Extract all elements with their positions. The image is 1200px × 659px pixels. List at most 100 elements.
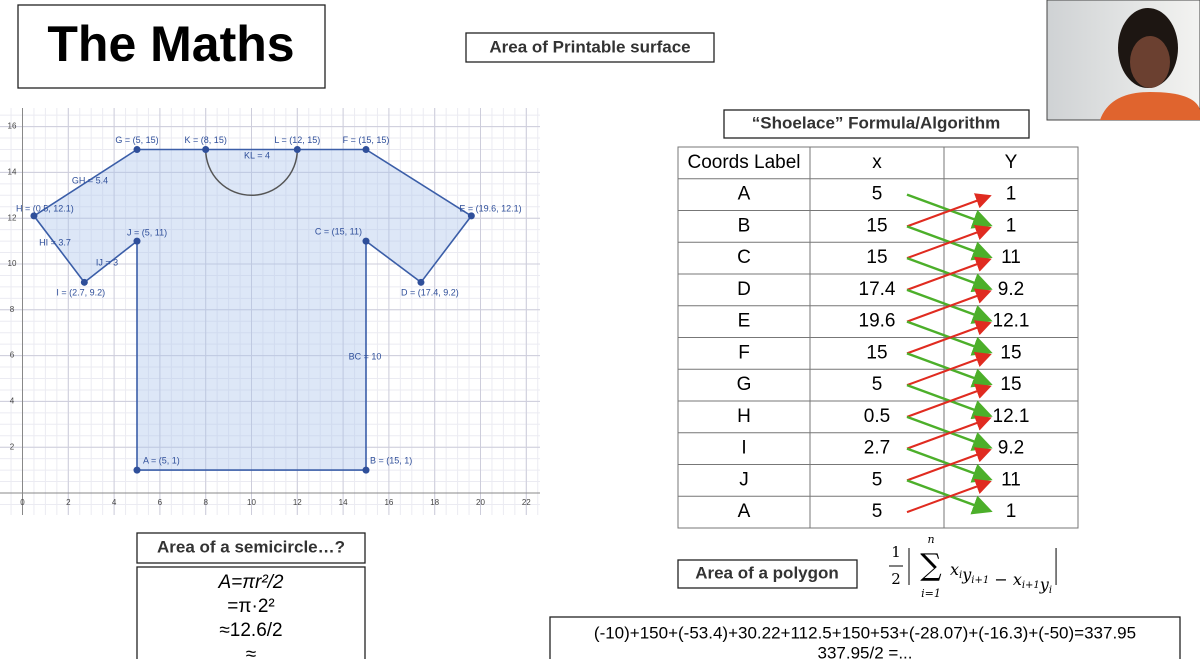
arrow-red [906, 225, 992, 260]
grid [0, 108, 540, 515]
semicircle-lines: A=πr²/2 =π·2² ≈12.6/2 ≈ [218, 572, 284, 659]
webcam [1046, 0, 1200, 121]
point-label: E = (19.6, 12.1) [459, 203, 521, 213]
point-label: D = (17.4, 9.2) [401, 288, 459, 298]
x-tick-label: 12 [293, 498, 302, 507]
point [80, 278, 88, 286]
x-tick-label: 14 [339, 498, 348, 507]
table-cell: 15 [866, 342, 887, 363]
title: The Maths [47, 16, 294, 72]
sum-lower: i=1 [921, 587, 941, 600]
table-cell: 5 [872, 374, 883, 395]
semicircle-heading: Area of a semicircle…? [157, 537, 345, 556]
table-cell: 15 [866, 215, 887, 236]
table-cell: J [739, 469, 749, 490]
arrow-red [906, 415, 992, 450]
table-cell: 19.6 [859, 311, 896, 332]
term: − [989, 570, 1013, 589]
working-line: 337.95/2 =... [818, 643, 913, 659]
point-label: A = (5, 1) [143, 455, 180, 465]
shoelace-heading-box [723, 109, 1030, 139]
point [467, 212, 475, 220]
table-cell: I [741, 438, 746, 459]
segment-label: KL = 4 [244, 150, 270, 160]
y-tick-label: 8 [10, 305, 15, 314]
table-cell: 1 [1006, 501, 1017, 522]
semicircle-box [136, 566, 366, 659]
y-tick-label: 2 [10, 442, 15, 451]
arrow-red [906, 447, 992, 482]
y-tick-label: 10 [8, 259, 17, 268]
working-lines: (-10)+150+(-53.4)+30.22+112.5+150+53+(-2… [594, 623, 1136, 659]
arrow-red [906, 256, 992, 291]
table-cell: 12.1 [993, 311, 1030, 332]
semicircle-line: A=πr²/2 [218, 572, 284, 593]
shoelace-heading: “Shoelace” Formula/Algorithm [752, 113, 1000, 132]
semicircle-line: =π·2² [227, 596, 274, 617]
face [1130, 36, 1170, 88]
table-cell: 11 [1001, 247, 1021, 268]
term: y [961, 565, 972, 584]
term: x [1013, 570, 1022, 589]
term: y [1039, 575, 1050, 594]
table-cell: 11 [1001, 469, 1021, 490]
subtitle-box [465, 32, 715, 63]
point-label: G = (5, 15) [115, 135, 158, 145]
semicircle [204, 149, 299, 197]
table-cell: A [738, 184, 751, 205]
sum-upper: n [927, 533, 934, 546]
x-tick-label: 16 [384, 498, 393, 507]
x-tick-label: 0 [20, 498, 25, 507]
point-label: C = (15, 11) [315, 226, 362, 236]
term-sub: i [959, 570, 962, 581]
point [362, 466, 370, 474]
polygon-heading: Area of a polygon [695, 563, 839, 582]
fraction-numerator: 1 [891, 543, 901, 561]
x-tick-label: 20 [476, 498, 485, 507]
segment-label: IJ = 3 [96, 257, 118, 267]
arrow-green [906, 415, 993, 451]
table-cell: F [738, 342, 750, 363]
segment-label: BC = 10 [349, 351, 382, 361]
point-label: F = (15, 15) [343, 135, 390, 145]
arrow-red [906, 288, 992, 323]
semicircle-line: ≈12.6/2 [219, 620, 282, 641]
table-cell: G [737, 374, 752, 395]
arrow-green [906, 479, 993, 515]
y-tick-label: 14 [8, 168, 17, 177]
arrow-green [906, 352, 993, 388]
table-cell: H [737, 406, 751, 427]
arrow-green [906, 447, 993, 483]
title-box [17, 4, 326, 89]
table-cell: 9.2 [998, 279, 1024, 300]
arrow-green [906, 225, 993, 261]
x-tick-label: 2 [66, 498, 71, 507]
semicircle-line: ≈ [246, 644, 256, 659]
table-cell: E [738, 311, 751, 332]
point-label: B = (15, 1) [370, 455, 412, 465]
table-cell: 15 [866, 247, 887, 268]
arrow-red [906, 479, 992, 514]
table-cell: 5 [872, 469, 883, 490]
table-cell: 1 [1006, 184, 1017, 205]
arrow-green [906, 383, 993, 420]
sum-sigma: ∑ [920, 548, 942, 583]
point-label: K = (8, 15) [185, 135, 227, 145]
y-tick-label: 12 [8, 213, 17, 222]
column-header: Coords Label [687, 152, 800, 173]
table-cell: C [737, 247, 751, 268]
arrow-red [906, 352, 992, 387]
x-tick-label: 6 [158, 498, 163, 507]
table-cell: D [737, 279, 751, 300]
point [202, 146, 210, 153]
segment-label: GH = 5.4 [72, 175, 108, 185]
table-cell: 2.7 [864, 438, 890, 459]
x-tick-label: 18 [430, 498, 439, 507]
table-cell: 1 [1006, 215, 1017, 236]
arrow-green [906, 320, 993, 356]
semicircle-heading-box [136, 532, 366, 564]
table-cell: 15 [1000, 374, 1021, 395]
table-cell: B [738, 215, 751, 236]
